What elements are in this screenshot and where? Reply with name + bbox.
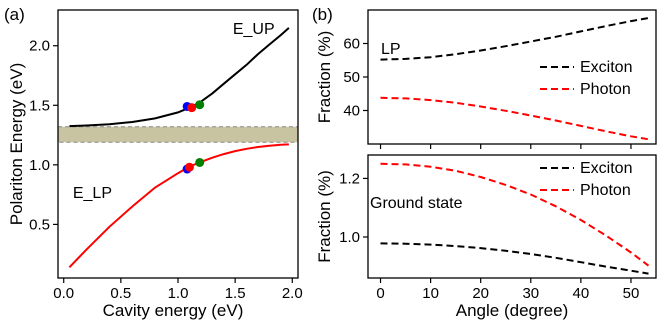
plot-area-b-top [380, 17, 649, 141]
annotation-e-up: E_UP [233, 21, 275, 38]
data-point-marker [184, 162, 194, 172]
annotation-lp: LP [381, 41, 401, 58]
b-bot-xtick-label: 10 [422, 285, 439, 302]
y-axis-label-a: Polariton Energy (eV) [7, 63, 26, 226]
panel-label-b: (b) [312, 5, 333, 24]
b-bot-xtick-label: 30 [522, 285, 539, 302]
data-point-marker [187, 103, 197, 113]
series-line-e-up [69, 27, 290, 128]
b-bot-ytick-label: 1.2 [339, 170, 360, 187]
plot-area-b-bot [380, 162, 650, 275]
data-point-marker [195, 100, 205, 110]
series-line-photon [380, 96, 649, 141]
a-xtick-label: 1.5 [225, 285, 246, 302]
panel-label-a: (a) [4, 5, 25, 24]
b-bot-xtick-label: 50 [623, 285, 640, 302]
reservoir-band [57, 126, 299, 143]
a-ytick-label: 2.0 [29, 38, 50, 55]
legend-label: Exciton [580, 160, 632, 177]
b-bot-ytick-label: 1.0 [339, 229, 360, 246]
plot-frame-b-top [367, 9, 657, 145]
legend-label: Exciton [580, 59, 632, 76]
annotation-e-lp: E_LP [73, 185, 112, 202]
series-line-e-lp [68, 143, 289, 268]
a-xtick-label: 0.5 [110, 285, 131, 302]
series-line-exciton [380, 242, 649, 275]
series-line-exciton [380, 17, 649, 61]
b-bot-xtick-label: 20 [472, 285, 489, 302]
b-top-ytick-label: 50 [343, 69, 360, 86]
a-ytick-label: 0.5 [29, 216, 50, 233]
b-top-ytick-label: 40 [343, 103, 360, 120]
legend-label: Photon [580, 81, 631, 98]
a-ytick-label: 1.5 [29, 97, 50, 114]
annotation-ground-state: Ground state [370, 195, 463, 212]
b-bot-xtick-label: 40 [573, 285, 590, 302]
plot-frame-b-bot [367, 154, 657, 279]
b-top-ytick-label: 60 [343, 36, 360, 53]
series-line-photon [380, 162, 650, 267]
a-ytick-label: 1.0 [29, 157, 50, 174]
x-axis-label-a: Cavity energy (eV) [103, 301, 244, 320]
a-xtick-label: 0.0 [53, 285, 74, 302]
b-bot-xtick-label: 0 [376, 285, 384, 302]
a-xtick-label: 2.0 [282, 285, 303, 302]
y-axis-label-b-top: Fraction (%) [315, 31, 334, 124]
legend-label: Photon [580, 182, 631, 199]
a-xtick-label: 1.0 [168, 285, 189, 302]
y-axis-label-b-bottom: Fraction (%) [315, 170, 334, 263]
data-point-marker [195, 157, 205, 167]
plot-area-a [68, 27, 290, 268]
x-axis-label-b: Angle (degree) [456, 301, 568, 320]
